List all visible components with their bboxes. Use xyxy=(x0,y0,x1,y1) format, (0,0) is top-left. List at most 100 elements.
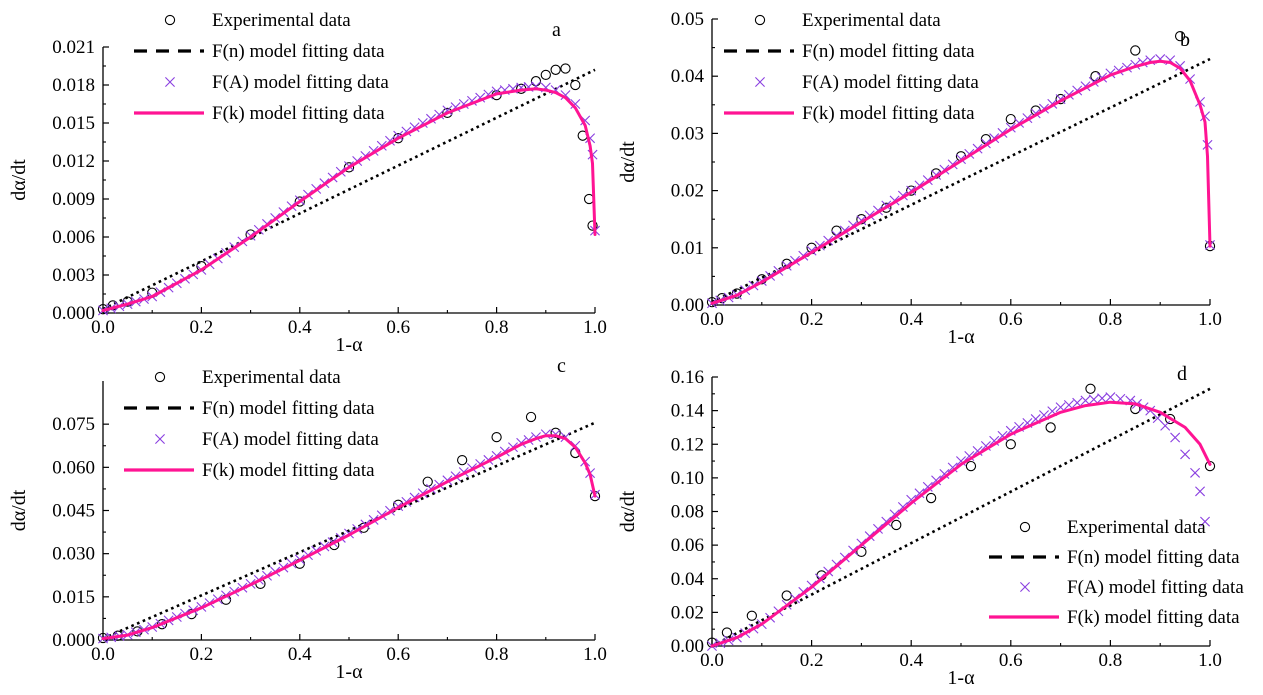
legend-symbol xyxy=(755,77,765,87)
x-tick-label: 0.0 xyxy=(700,650,724,671)
data-point xyxy=(931,475,942,486)
data-point xyxy=(1088,394,1099,405)
data-point xyxy=(965,460,977,472)
series-solid-line xyxy=(710,400,1212,648)
y-tick-label: 0.030 xyxy=(52,544,95,565)
chart-panel-b: 0.0 0.2 0.4 0.6 0.8 1.0 0.00 0.01 0.02 0.03 0.04 0.… xyxy=(617,9,1222,348)
data-point xyxy=(889,509,900,520)
x-tick-label: 1.0 xyxy=(583,644,607,665)
series-solid-line xyxy=(710,59,1212,305)
x-axis-title: 1-α xyxy=(947,326,975,348)
y-tick-label: 0.14 xyxy=(671,401,705,422)
y-tick-label: 0.000 xyxy=(52,630,95,651)
series-line xyxy=(711,387,1211,648)
series-dotted-line xyxy=(711,387,1211,648)
x-tick-label: 1.0 xyxy=(1198,650,1222,671)
data-point xyxy=(881,516,892,527)
x-tick-label: 0.2 xyxy=(800,309,824,330)
legend-label: F(n) model fitting data xyxy=(202,398,375,419)
x-tick-label: 0.2 xyxy=(800,650,824,671)
data-point xyxy=(1200,516,1211,527)
x-tick-label: 0.6 xyxy=(999,309,1023,330)
y-tick-label: 0.04 xyxy=(671,569,705,590)
data-point xyxy=(457,454,468,466)
chart-panel-d: 0.0 0.2 0.4 0.6 0.8 1.0 0.00 0.02 0.04 0.06 0.08 0.… xyxy=(617,363,1244,689)
data-point xyxy=(1174,31,1186,42)
data-point xyxy=(550,64,561,75)
series-line xyxy=(710,400,1212,648)
data-point xyxy=(1175,60,1186,71)
data-point xyxy=(914,488,925,499)
y-tick-label: 0.009 xyxy=(52,189,95,210)
x-tick-label: 0.2 xyxy=(190,317,214,338)
data-point xyxy=(560,90,571,101)
data-point xyxy=(525,411,537,423)
data-point xyxy=(540,69,551,81)
data-point xyxy=(570,99,581,109)
legend-label: Experimental data xyxy=(1067,517,1206,538)
data-point xyxy=(343,162,355,173)
y-tick-label: 0.060 xyxy=(52,457,95,478)
y-axis-title: dα/dt xyxy=(617,141,639,183)
legend: Experimental data F(n) model fitting data… xyxy=(989,517,1244,628)
data-point xyxy=(1097,393,1108,404)
data-point xyxy=(1180,449,1191,460)
x-tick-label: 0.8 xyxy=(485,317,509,338)
y-axis-title: dα/dt xyxy=(8,159,30,201)
data-point xyxy=(1165,413,1176,425)
data-point xyxy=(1105,392,1116,403)
data-point xyxy=(1195,486,1206,497)
panel-letter: a xyxy=(552,19,561,41)
chart-panel-c: 0.0 0.2 0.4 0.6 0.8 1.0 0.000 0.015 0.030 0.045 0.… xyxy=(8,355,607,683)
legend-symbol xyxy=(154,371,166,383)
y-tick-label: 0.01 xyxy=(671,238,704,259)
data-point xyxy=(891,519,902,531)
series-line xyxy=(710,59,1212,305)
legend-symbol xyxy=(1019,521,1031,533)
data-point xyxy=(781,590,792,601)
y-tick-label: 0.006 xyxy=(52,227,95,248)
x-tick-label: 0.4 xyxy=(288,317,312,338)
legend: Experimental data F(n) model fitting data… xyxy=(134,10,389,124)
legend-label: F(A) model fitting data xyxy=(202,429,379,450)
data-point xyxy=(881,202,892,213)
data-point xyxy=(721,627,733,638)
data-point xyxy=(925,492,937,504)
data-point xyxy=(393,133,404,144)
series-dotted-line xyxy=(102,68,596,311)
data-point xyxy=(856,546,867,557)
y-tick-label: 0.10 xyxy=(671,468,704,489)
x-tick-label: 0.0 xyxy=(91,317,115,338)
legend-label: F(k) model fitting data xyxy=(212,103,385,124)
x-tick-label: 0.6 xyxy=(386,644,410,665)
panel-letter: c xyxy=(557,355,566,377)
data-point xyxy=(947,462,958,473)
series-line xyxy=(101,434,597,641)
data-point xyxy=(1170,432,1181,443)
x-axis-title: 1-α xyxy=(335,661,363,683)
chart-panel-a: 0.0 0.2 0.4 0.6 0.8 1.0 0.000 0.003 0.006 0.009 0.… xyxy=(8,10,607,356)
series-line xyxy=(102,421,596,640)
series-solid-line xyxy=(101,434,597,641)
panel-letter: d xyxy=(1177,363,1187,385)
data-point xyxy=(294,196,305,207)
y-tick-label: 0.015 xyxy=(52,587,95,608)
series-line xyxy=(101,87,597,312)
data-point xyxy=(550,427,561,438)
data-point xyxy=(1130,45,1141,56)
data-point xyxy=(570,79,581,91)
legend-label: F(k) model fitting data xyxy=(202,460,375,481)
x-tick-label: 0.2 xyxy=(190,644,214,665)
data-point xyxy=(491,431,502,443)
data-point xyxy=(1085,383,1096,394)
y-axis-title: dα/dt xyxy=(8,489,30,531)
x-tick-label: 1.0 xyxy=(1198,309,1222,330)
x-tick-label: 1.0 xyxy=(583,317,607,338)
legend-label: F(n) model fitting data xyxy=(212,41,385,62)
x-tick-label: 0.6 xyxy=(999,650,1023,671)
y-tick-label: 0.000 xyxy=(52,303,95,324)
data-point xyxy=(1190,467,1201,478)
y-tick-label: 0.06 xyxy=(671,535,704,556)
x-tick-label: 0.4 xyxy=(288,644,312,665)
